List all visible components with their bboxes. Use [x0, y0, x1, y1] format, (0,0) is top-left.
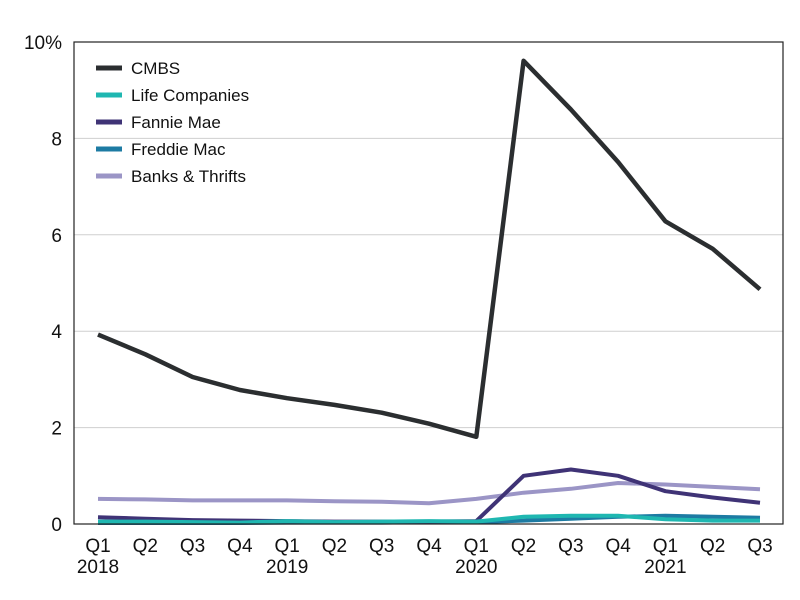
series-line-fannie-mae: [97, 467, 761, 524]
y-tick-label: 6: [51, 226, 62, 247]
y-axis: 0 2 4 6 8 10%: [24, 33, 62, 536]
x-tick-label: Q3: [747, 536, 772, 557]
x-tick-label: Q3: [558, 536, 583, 557]
y-tick-label: 0: [51, 515, 62, 536]
series-lines: [97, 58, 762, 525]
x-axis: Q1 Q2 Q3 Q4 Q1 Q2 Q3 Q4 Q1 Q2 Q3 Q4 Q1 Q2 Q3 2018 2019 20…: [77, 536, 773, 578]
series-line-banks-thrifts: [97, 481, 761, 506]
y-tick-label: 2: [51, 419, 62, 440]
plot-frame: [73, 41, 784, 525]
x-tick-label: Q2: [511, 536, 536, 557]
x-tick-label: Q4: [416, 536, 442, 557]
x-year-label: 2020: [455, 557, 497, 578]
x-tick-label: Q2: [700, 536, 725, 557]
x-tick-label: Q2: [322, 536, 347, 557]
x-tick-label: Q3: [180, 536, 205, 557]
legend-item: Life Companies: [96, 86, 249, 105]
legend-item: Banks & Thrifts: [96, 167, 246, 186]
legend-label: Freddie Mac: [131, 140, 226, 159]
x-year-label: 2018: [77, 557, 119, 578]
series-line-cmbs: [97, 58, 762, 440]
series-line-life-companies: [98, 513, 760, 525]
x-tick-label: Q4: [605, 536, 631, 557]
legend-item: Fannie Mae: [96, 113, 221, 132]
legend-item: CMBS: [96, 59, 180, 78]
y-tick-label: 10%: [24, 33, 62, 54]
x-year-label: 2021: [644, 557, 686, 578]
legend-label: Life Companies: [131, 86, 249, 105]
gridlines: [74, 137, 783, 429]
legend-label: CMBS: [131, 59, 180, 78]
y-tick-label: 4: [51, 322, 62, 343]
x-tick-label: Q1: [464, 536, 489, 557]
legend-label: Banks & Thrifts: [131, 167, 246, 186]
x-tick-label: Q2: [133, 536, 158, 557]
x-tick-label: Q1: [653, 536, 678, 557]
x-tick-label: Q1: [85, 536, 110, 557]
x-year-label: 2019: [266, 557, 308, 578]
legend-item: Freddie Mac: [96, 140, 226, 159]
x-tick-label: Q3: [369, 536, 394, 557]
y-tick-label: 8: [51, 129, 62, 150]
x-tick-label: Q4: [227, 536, 253, 557]
x-tick-label: Q1: [274, 536, 299, 557]
legend: CMBS Life Companies Fannie Mae Freddie Mac B…: [96, 59, 249, 186]
legend-label: Fannie Mae: [131, 113, 221, 132]
